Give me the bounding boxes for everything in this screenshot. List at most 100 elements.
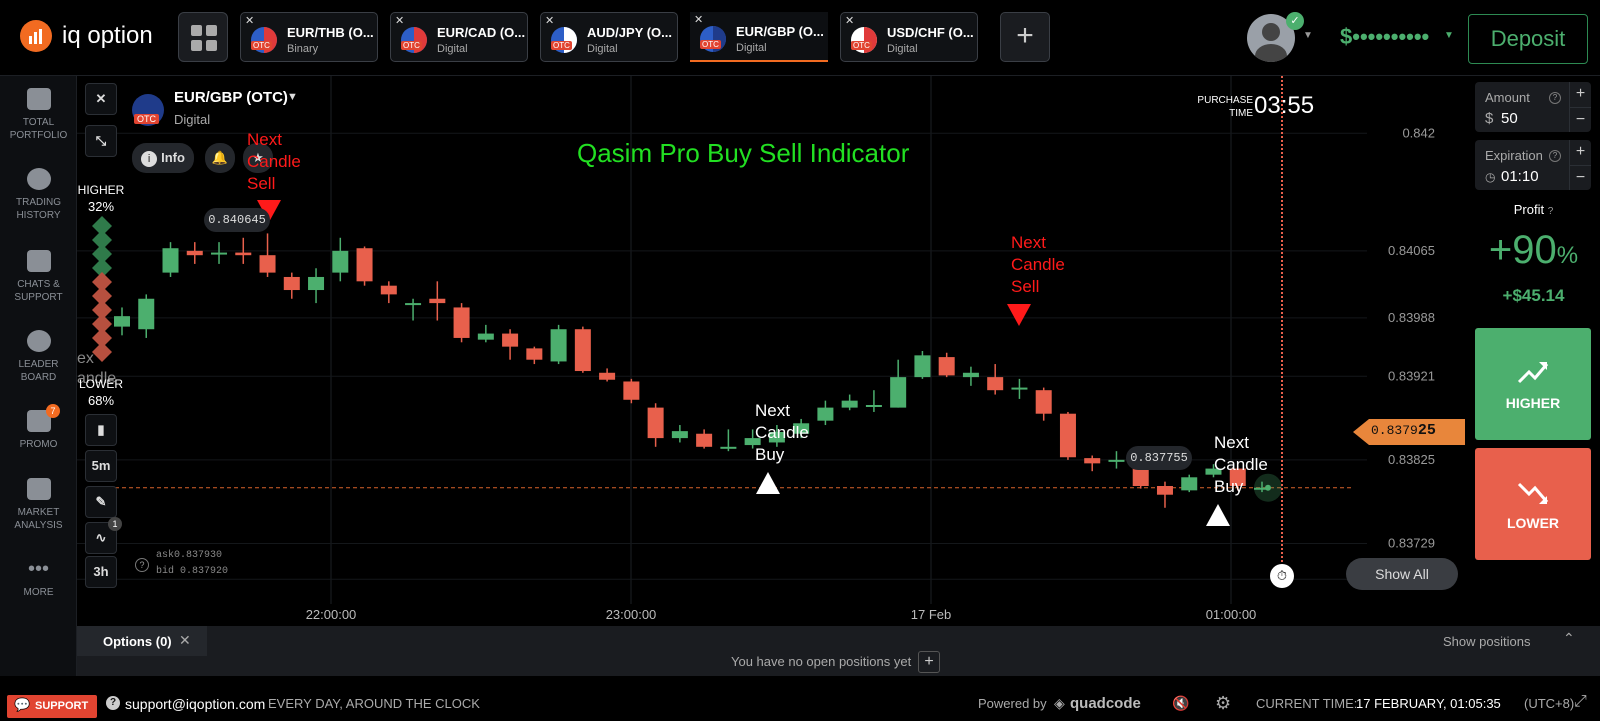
x-tick-label: 23:00:00 [606,607,657,622]
sidebar-item-market-analysis[interactable]: MARKET ANALYSIS [0,478,77,532]
empty-positions-message: You have no open positions yet [731,654,912,669]
sidebar-item-promo[interactable]: PROMO 7 [0,404,77,451]
verified-check-icon: ✓ [1286,12,1304,30]
sentiment-bar [92,216,112,362]
sidebar-item-chats[interactable]: CHATS & SUPPORT [0,250,77,304]
candle-body [477,333,494,340]
sidebar-item-history[interactable]: TRADING HISTORY [0,168,77,222]
fullscreen-icon[interactable]: ⤢ [1574,693,1587,710]
chat-icon: 💬 [14,697,31,712]
quadcode-icon: ◈ [1054,695,1065,711]
deposit-button[interactable]: Deposit [1468,14,1588,64]
expiration-plus-button[interactable]: + [1569,140,1591,165]
indicators-icon[interactable]: ∿ [85,522,117,554]
amount-minus-button[interactable]: − [1569,107,1591,132]
profit-percent: +90% [1488,228,1579,272]
sell-marker [1007,304,1031,326]
chevron-down-icon[interactable]: ▼ [1303,30,1313,41]
asset-chevron-down-icon[interactable]: ▼ [287,91,298,103]
close-icon[interactable]: ✕ [179,632,191,648]
close-tab-icon[interactable]: ✕ [545,15,555,27]
close-tab-icon[interactable]: ✕ [245,15,255,27]
chart-area[interactable]: 22:00:00 23:00:00 17 Feb 01:00:00 0.842 0.840… [77,76,1467,626]
support-button[interactable]: SUPPORT [7,695,97,718]
trade-panel: Amount ? $ 50 + − Expiration ? ◷ 01:10 +… [1467,76,1600,676]
tab-eur-thb[interactable]: ✕ OTC EUR/THB (O... Binary [240,12,378,62]
candle-body [235,252,252,256]
amount-input[interactable]: 50 [1501,110,1518,127]
y-tick-label: 0.83921 [1388,368,1435,383]
y-tick-label: 0.83988 [1388,310,1435,325]
support-email[interactable]: support@iqoption.com [125,696,266,712]
clock-icon [26,168,51,190]
expiration-input[interactable]: 01:10 [1501,168,1539,185]
amount-plus-button[interactable]: + [1569,82,1591,107]
support-hours: EVERY DAY, AROUND THE CLOCK [268,696,480,711]
amount-field[interactable]: Amount ? $ 50 + − [1475,82,1591,132]
asset-otc-badge: OTC [134,114,159,124]
y-tick-label: 0.83825 [1388,452,1435,467]
mute-icon[interactable]: 🔇 [1172,695,1190,711]
candle-body [211,252,228,255]
megaphone-icon [26,410,51,432]
candle-body [526,348,543,360]
asset-name[interactable]: EUR/GBP (OTC) [174,89,288,106]
logo-icon[interactable] [20,20,52,52]
tab-eur-cad[interactable]: ✕ OTC EUR/CAD (O... Digital [390,12,528,62]
chart-title: Qasim Pro Buy Sell Indicator [577,138,910,168]
candle-body [890,377,907,408]
sidebar-item-leaderboard[interactable]: LEADER BOARD [0,330,77,384]
stopwatch-icon[interactable]: ⏱ [1270,564,1294,588]
current-time-value: 17 FEBRUARY, 01:05:35 [1356,696,1501,711]
period-button[interactable]: 3h [85,556,117,588]
bell-icon[interactable]: 🔔 [205,143,235,173]
candle-body [623,381,640,400]
expiration-field[interactable]: Expiration ? ◷ 01:10 + − [1475,140,1591,190]
candle-body [1156,486,1173,495]
minimize-icon[interactable]: ⤡ [85,125,117,157]
tab-aud-jpy[interactable]: ✕ OTC AUD/JPY (O... Digital [540,12,678,62]
tab-type: Binary [287,43,319,55]
timeframe-button[interactable]: 5m [85,450,117,482]
higher-button[interactable]: HIGHER [1475,328,1591,440]
add-position-button[interactable]: + [918,651,940,673]
chart-type-button[interactable]: ▮ [85,414,117,446]
options-title[interactable]: Options (0) [103,634,172,649]
amount-currency: $ [1485,110,1494,127]
close-tab-icon[interactable]: ✕ [845,15,855,27]
options-tab[interactable] [77,626,207,656]
sidebar-item-more[interactable]: ••• MORE [0,558,77,599]
otc-badge: OTC [700,40,721,49]
otc-badge: OTC [251,41,272,50]
close-tab-icon[interactable]: ✕ [395,15,405,27]
tab-usd-chf[interactable]: ✕ OTC USD/CHF (O... Digital [840,12,978,62]
help-icon[interactable]: ? [1549,150,1561,162]
tab-pair: USD/CHF (O... [887,25,974,40]
otc-badge: OTC [551,41,572,50]
info-button[interactable]: i Info [132,143,194,173]
close-tab-icon[interactable]: ✕ [694,14,704,26]
help-icon[interactable]: ? [1549,92,1561,104]
show-positions-link[interactable]: Show positions [1443,634,1531,649]
left-sidebar: TOTAL PORTFOLIO TRADING HISTORY CHATS & … [0,76,77,676]
expiration-minus-button[interactable]: − [1569,165,1591,190]
sidebar-item-portfolio[interactable]: TOTAL PORTFOLIO [0,88,77,142]
tab-type: Digital [887,43,918,55]
balance[interactable]: $•••••••••• [1340,24,1430,49]
candle-body [671,431,688,439]
close-chart-button[interactable]: ✕ [85,83,117,115]
powered-brand: quadcode [1070,695,1141,712]
logo-text[interactable]: iq option [62,22,153,49]
tab-eur-gbp[interactable]: ✕ OTC EUR/GBP (O... Digital [690,12,828,62]
help-icon[interactable]: ? [135,558,149,572]
star-icon[interactable]: ★ [243,143,273,173]
add-tab-button[interactable]: + [1000,12,1050,62]
assets-grid-button[interactable] [178,12,228,62]
current-price-tag [1353,419,1465,445]
chevron-up-icon[interactable]: ⌃ [1563,630,1575,646]
show-all-button[interactable]: Show All [1346,558,1458,590]
gear-icon[interactable]: ⚙ [1215,693,1232,713]
balance-chevron-down-icon[interactable]: ▼ [1444,30,1454,41]
lower-button[interactable]: LOWER [1475,448,1591,560]
pencil-icon[interactable]: ✎ [85,486,117,518]
